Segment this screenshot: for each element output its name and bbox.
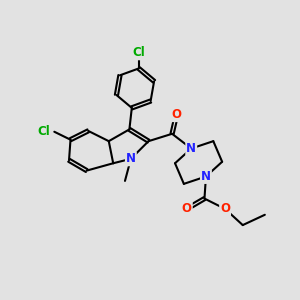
Text: N: N bbox=[201, 170, 211, 183]
Text: N: N bbox=[186, 142, 196, 155]
Text: N: N bbox=[126, 152, 136, 165]
Text: O: O bbox=[172, 108, 182, 121]
Text: O: O bbox=[182, 202, 192, 215]
Text: O: O bbox=[220, 202, 230, 215]
Text: Cl: Cl bbox=[132, 46, 145, 59]
Text: Cl: Cl bbox=[38, 125, 50, 138]
